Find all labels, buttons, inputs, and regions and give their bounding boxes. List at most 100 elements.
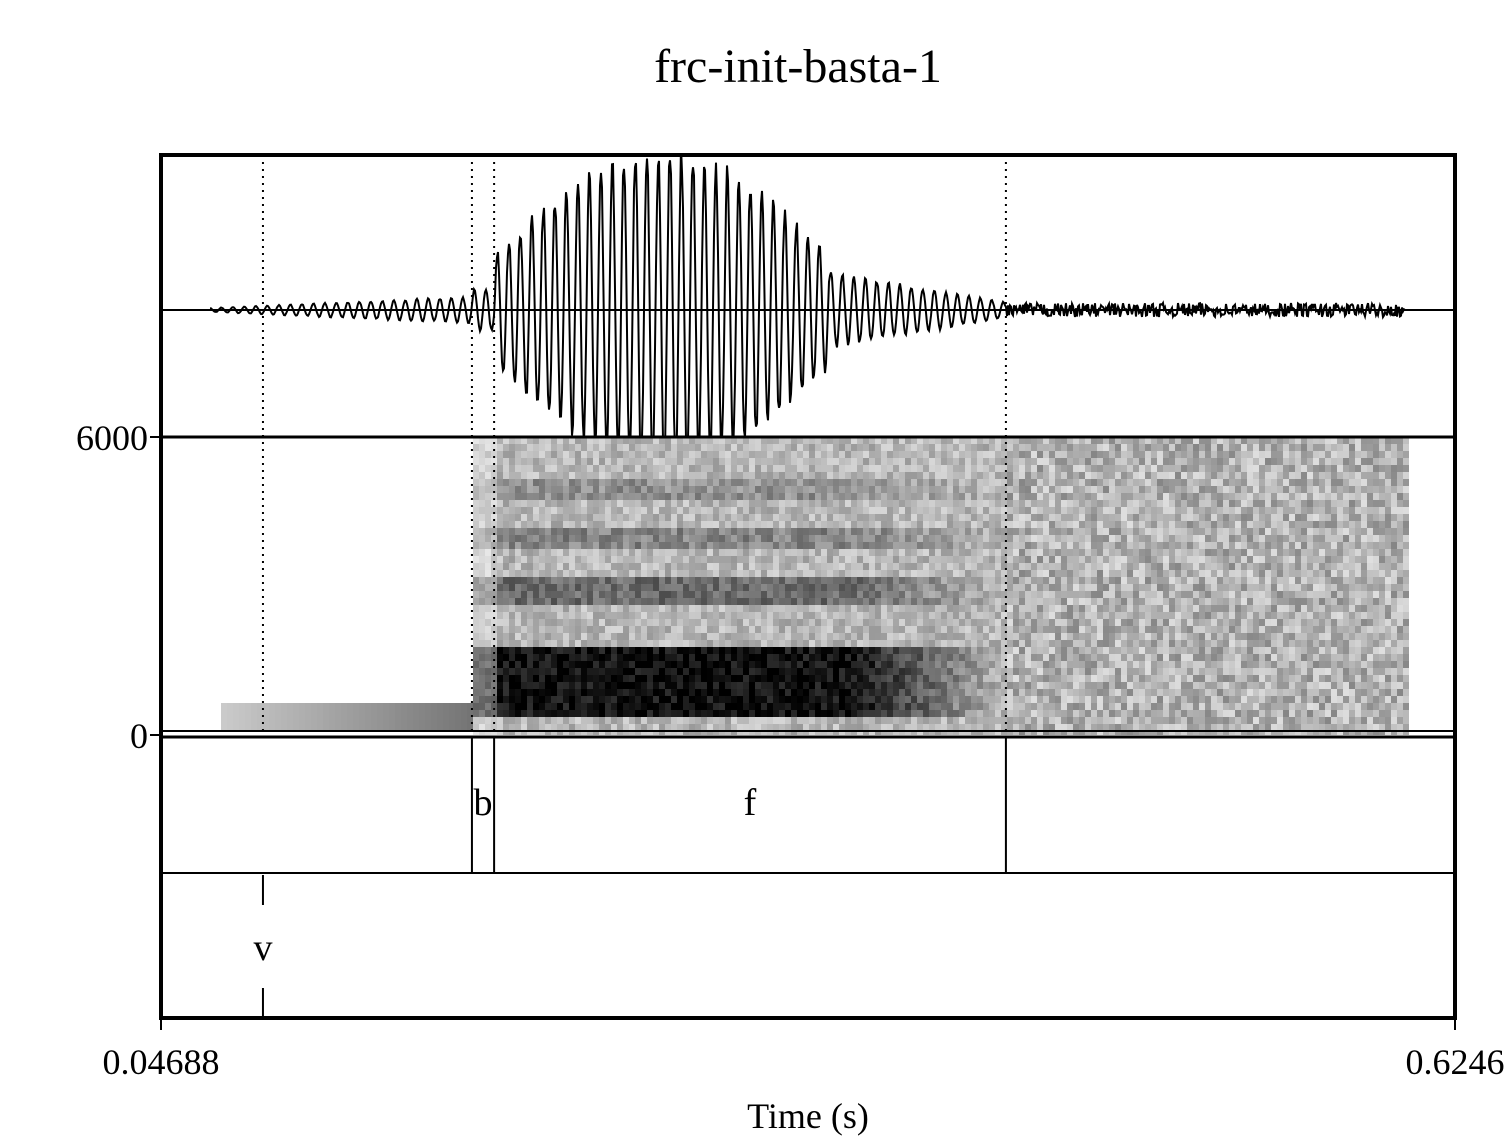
spectrogram-cell [863, 584, 869, 591]
spectrogram-cell [881, 458, 887, 465]
spectrogram-cell [863, 598, 869, 605]
spectrogram-cell [797, 542, 803, 549]
spectrogram-cell [1073, 710, 1079, 717]
spectrogram-cell [755, 444, 761, 451]
spectrogram-cell [923, 591, 929, 598]
spectrogram-cell [695, 605, 701, 612]
spectrogram-cell [485, 591, 491, 598]
spectrogram-cell [995, 647, 1001, 654]
spectrogram-cell [653, 549, 659, 556]
spectrogram-cell [809, 479, 815, 486]
spectrogram-cell [761, 682, 767, 689]
spectrogram-cell [779, 563, 785, 570]
spectrogram-cell [935, 577, 941, 584]
spectrogram-cell [659, 535, 665, 542]
spectrogram-cell [635, 605, 641, 612]
spectrogram-cell [917, 584, 923, 591]
spectrogram-cell [935, 675, 941, 682]
spectrogram-cell [887, 444, 893, 451]
spectrogram-cell [821, 528, 827, 535]
spectrogram-cell [851, 486, 857, 493]
spectrogram-cell [983, 444, 989, 451]
spectrogram-cell [1109, 633, 1115, 640]
spectrogram-cell [1061, 703, 1067, 710]
spectrogram-cell [911, 724, 917, 731]
spectrogram-cell [893, 451, 899, 458]
spectrogram-cell [473, 570, 479, 577]
spectrogram-cell [671, 591, 677, 598]
spectrogram-cell [1109, 507, 1115, 514]
spectrogram-cell [497, 535, 503, 542]
spectrogram-cell [743, 703, 749, 710]
spectrogram-cell [1067, 563, 1073, 570]
spectrogram-cell [1043, 458, 1049, 465]
spectrogram-cell [569, 577, 575, 584]
spectrogram-cell [827, 682, 833, 689]
spectrogram-cell [677, 507, 683, 514]
spectrogram-cell [653, 500, 659, 507]
spectrogram-cell [833, 507, 839, 514]
spectrogram-cell [833, 535, 839, 542]
spectrogram-cell [725, 465, 731, 472]
spectrogram-cell [1091, 570, 1097, 577]
spectrogram-cell [881, 563, 887, 570]
spectrogram-cell [917, 675, 923, 682]
spectrogram-cell [1115, 444, 1121, 451]
spectrogram-cell [539, 570, 545, 577]
spectrogram-cell [803, 654, 809, 661]
spectrogram-cell [983, 465, 989, 472]
spectrogram-cell [869, 563, 875, 570]
spectrogram-cell [251, 717, 257, 724]
spectrogram-cell [515, 486, 521, 493]
spectrogram-cell [809, 689, 815, 696]
spectrogram-cell [473, 633, 479, 640]
spectrogram-cell [983, 451, 989, 458]
spectrogram-cell [1031, 570, 1037, 577]
spectrogram-cell [1127, 493, 1133, 500]
spectrogram-cell [485, 647, 491, 654]
spectrogram-cell [929, 507, 935, 514]
spectrogram-cell [551, 661, 557, 668]
spectrogram-cell [857, 696, 863, 703]
spectrogram-cell [509, 633, 515, 640]
spectrogram-cell [1097, 451, 1103, 458]
spectrogram-cell [569, 682, 575, 689]
spectrogram-cell [605, 696, 611, 703]
spectrogram-cell [1133, 724, 1139, 731]
spectrogram-cell [587, 668, 593, 675]
spectrogram-cell [953, 584, 959, 591]
spectrogram-cell [923, 647, 929, 654]
spectrogram-cell [527, 619, 533, 626]
spectrogram-cell [893, 458, 899, 465]
spectrogram-cell [407, 703, 413, 710]
spectrogram-cell [473, 717, 479, 724]
spectrogram-cell [1097, 444, 1103, 451]
spectrogram-cell [1049, 654, 1055, 661]
spectrogram-cell [503, 542, 509, 549]
spectrogram-cell [917, 654, 923, 661]
spectrogram-cell [521, 626, 527, 633]
spectrogram-cell [1025, 598, 1031, 605]
spectrogram-cell [995, 500, 1001, 507]
spectrogram-cell [1139, 514, 1145, 521]
spectrogram-cell [941, 458, 947, 465]
spectrogram-cell [971, 563, 977, 570]
spectrogram-cell [785, 633, 791, 640]
spectrogram-cell [611, 507, 617, 514]
spectrogram-cell [833, 724, 839, 731]
spectrogram-cell [749, 598, 755, 605]
spectrogram-cell [857, 689, 863, 696]
spectrogram-cell [635, 661, 641, 668]
spectrogram-cell [485, 458, 491, 465]
spectrogram-cell [1067, 570, 1073, 577]
spectrogram-cell [503, 619, 509, 626]
spectrogram-cell [605, 598, 611, 605]
spectrogram-cell [1043, 444, 1049, 451]
spectrogram-cell [1103, 528, 1109, 535]
spectrogram-cell [1127, 542, 1133, 549]
spectrogram-cell [527, 654, 533, 661]
spectrogram-cell [677, 724, 683, 731]
spectrogram-cell [1073, 486, 1079, 493]
spectrogram-cell [863, 647, 869, 654]
spectrogram-cell [917, 570, 923, 577]
